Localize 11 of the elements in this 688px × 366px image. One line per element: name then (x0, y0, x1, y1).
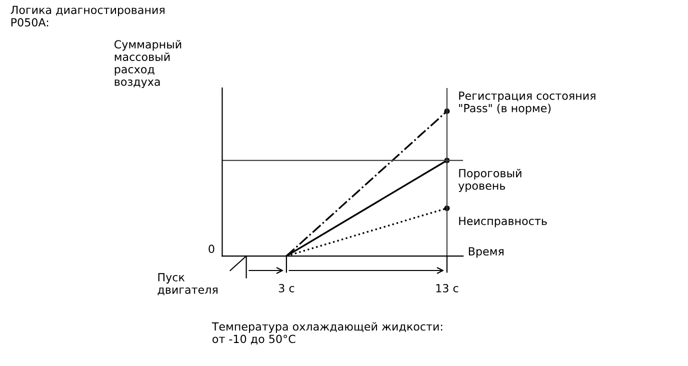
text: Логика диагностирования P050A: (10, 6, 164, 27)
text: 0 (208, 244, 214, 254)
y-axis-title: Суммарный массовый расход воздуха (114, 40, 182, 88)
text: Температура охлаждающей жидкости: от -10 до 50°C (212, 322, 442, 344)
series-label: Регистрация состояния "Pass" (в норме) (459, 92, 596, 114)
x-tick-label: 13 с (436, 284, 458, 292)
x-tick-label: 3 с (278, 284, 294, 292)
series-label: Неисправность (459, 216, 547, 228)
text: Пуск двигателя (158, 273, 218, 296)
series-label: Пороговый уровень (458, 168, 522, 192)
x-axis-title: Время (468, 247, 504, 258)
